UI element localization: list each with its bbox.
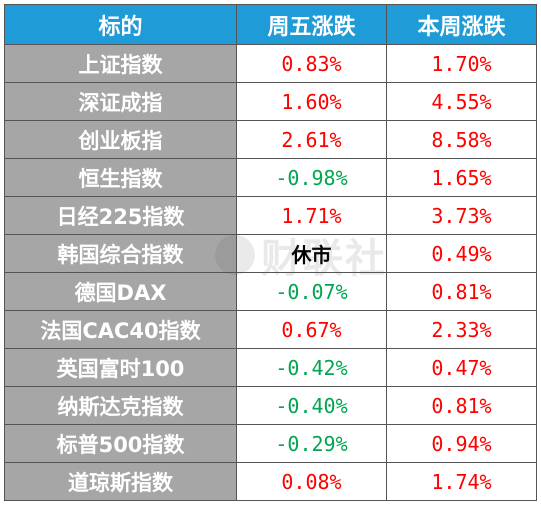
table-row: 日经225指数 1.71% 3.73% bbox=[4, 196, 537, 235]
header-weekly-change: 本周涨跌 bbox=[386, 4, 537, 45]
table-row: 德国DAX -0.07% 0.81% bbox=[4, 272, 537, 311]
table-row: 纳斯达克指数 -0.40% 0.81% bbox=[4, 386, 537, 425]
friday-change-text: -0.07% bbox=[275, 279, 348, 304]
weekly-change-text: 2.33% bbox=[431, 317, 492, 342]
friday-change: -0.07% bbox=[236, 272, 387, 311]
friday-change: 2.61% bbox=[236, 120, 387, 159]
weekly-change: 0.94% bbox=[386, 424, 537, 463]
index-name-text: 英国富时100 bbox=[56, 356, 185, 381]
table-row: 创业板指 2.61% 8.58% bbox=[4, 120, 537, 159]
friday-change: 休市 bbox=[236, 234, 387, 273]
weekly-change: 0.49% bbox=[386, 234, 537, 273]
friday-change-text: 0.67% bbox=[281, 317, 342, 342]
index-name-text: 深证成指 bbox=[78, 90, 163, 115]
friday-change: 0.67% bbox=[236, 310, 387, 349]
weekly-change-text: 1.74% bbox=[431, 469, 492, 494]
weekly-change-text: 3.73% bbox=[431, 203, 492, 228]
table-row: 深证成指 1.60% 4.55% bbox=[4, 82, 537, 121]
header-friday-change: 周五涨跌 bbox=[236, 4, 387, 45]
table-row: 上证指数 0.83% 1.70% bbox=[4, 44, 537, 83]
weekly-change-text: 0.81% bbox=[431, 393, 492, 418]
weekly-change-text: 0.47% bbox=[431, 355, 492, 380]
weekly-change: 2.33% bbox=[386, 310, 537, 349]
weekly-change-text: 4.55% bbox=[431, 89, 492, 114]
weekly-change: 1.74% bbox=[386, 462, 537, 501]
weekly-change: 1.70% bbox=[386, 44, 537, 83]
friday-change-text: -0.40% bbox=[275, 393, 348, 418]
index-name: 德国DAX bbox=[4, 272, 237, 311]
index-name-text: 创业板指 bbox=[78, 128, 163, 153]
index-name-text: 道琼斯指数 bbox=[68, 470, 173, 495]
weekly-change-text: 1.65% bbox=[431, 165, 492, 190]
friday-change: 1.60% bbox=[236, 82, 387, 121]
index-name-text: 德国DAX bbox=[74, 280, 167, 305]
friday-change: -0.29% bbox=[236, 424, 387, 463]
market-index-table: 标的 周五涨跌 本周涨跌 上证指数 0.83% 1.70% 深证成指 1.60% 4.55… bbox=[4, 4, 537, 501]
friday-change-text: -0.29% bbox=[275, 431, 348, 456]
header-target: 标的 bbox=[4, 4, 237, 45]
friday-change: 0.08% bbox=[236, 462, 387, 501]
weekly-change: 1.65% bbox=[386, 158, 537, 197]
friday-change: -0.42% bbox=[236, 348, 387, 387]
weekly-change: 0.81% bbox=[386, 272, 537, 311]
friday-change-text: 1.71% bbox=[281, 203, 342, 228]
weekly-change: 8.58% bbox=[386, 120, 537, 159]
weekly-change-text: 1.70% bbox=[431, 51, 492, 76]
friday-change-text: -0.42% bbox=[275, 355, 348, 380]
index-name: 日经225指数 bbox=[4, 196, 237, 235]
index-name: 恒生指数 bbox=[4, 158, 237, 197]
weekly-change-text: 0.49% bbox=[431, 241, 492, 266]
index-name: 道琼斯指数 bbox=[4, 462, 237, 501]
index-name: 上证指数 bbox=[4, 44, 237, 83]
table-row: 标普500指数 -0.29% 0.94% bbox=[4, 424, 537, 463]
index-name: 深证成指 bbox=[4, 82, 237, 121]
index-name: 法国CAC40指数 bbox=[4, 310, 237, 349]
index-name: 纳斯达克指数 bbox=[4, 386, 237, 425]
table-row: 英国富时100 -0.42% 0.47% bbox=[4, 348, 537, 387]
friday-change-text: 2.61% bbox=[281, 127, 342, 152]
index-name-text: 纳斯达克指数 bbox=[57, 394, 184, 419]
friday-change-text: 休市 bbox=[291, 243, 332, 267]
index-name-text: 日经225指数 bbox=[56, 204, 185, 229]
index-name: 韩国综合指数 bbox=[4, 234, 237, 273]
table-row: 恒生指数 -0.98% 1.65% bbox=[4, 158, 537, 197]
friday-change-text: -0.98% bbox=[275, 165, 348, 190]
weekly-change-text: 0.81% bbox=[431, 279, 492, 304]
index-name: 创业板指 bbox=[4, 120, 237, 159]
weekly-change: 4.55% bbox=[386, 82, 537, 121]
weekly-change: 0.81% bbox=[386, 386, 537, 425]
index-name-text: 韩国综合指数 bbox=[57, 242, 184, 267]
weekly-change: 0.47% bbox=[386, 348, 537, 387]
friday-change-text: 0.83% bbox=[281, 51, 342, 76]
weekly-change: 3.73% bbox=[386, 196, 537, 235]
header-row: 标的 周五涨跌 本周涨跌 bbox=[4, 4, 537, 45]
index-name: 英国富时100 bbox=[4, 348, 237, 387]
friday-change-text: 1.60% bbox=[281, 89, 342, 114]
index-name-text: 标普500指数 bbox=[56, 432, 185, 457]
index-name: 标普500指数 bbox=[4, 424, 237, 463]
table-row: 道琼斯指数 0.08% 1.74% bbox=[4, 462, 537, 501]
friday-change: 0.83% bbox=[236, 44, 387, 83]
friday-change: -0.40% bbox=[236, 386, 387, 425]
weekly-change-text: 0.94% bbox=[431, 431, 492, 456]
friday-change-text: 0.08% bbox=[281, 469, 342, 494]
index-name-text: 恒生指数 bbox=[78, 166, 163, 191]
table-row: 法国CAC40指数 0.67% 2.33% bbox=[4, 310, 537, 349]
friday-change: 1.71% bbox=[236, 196, 387, 235]
index-name-text: 上证指数 bbox=[78, 52, 163, 77]
friday-change: -0.98% bbox=[236, 158, 387, 197]
weekly-change-text: 8.58% bbox=[431, 127, 492, 152]
table-row: 韩国综合指数 休市 0.49% bbox=[4, 234, 537, 273]
index-name-text: 法国CAC40指数 bbox=[40, 318, 201, 343]
